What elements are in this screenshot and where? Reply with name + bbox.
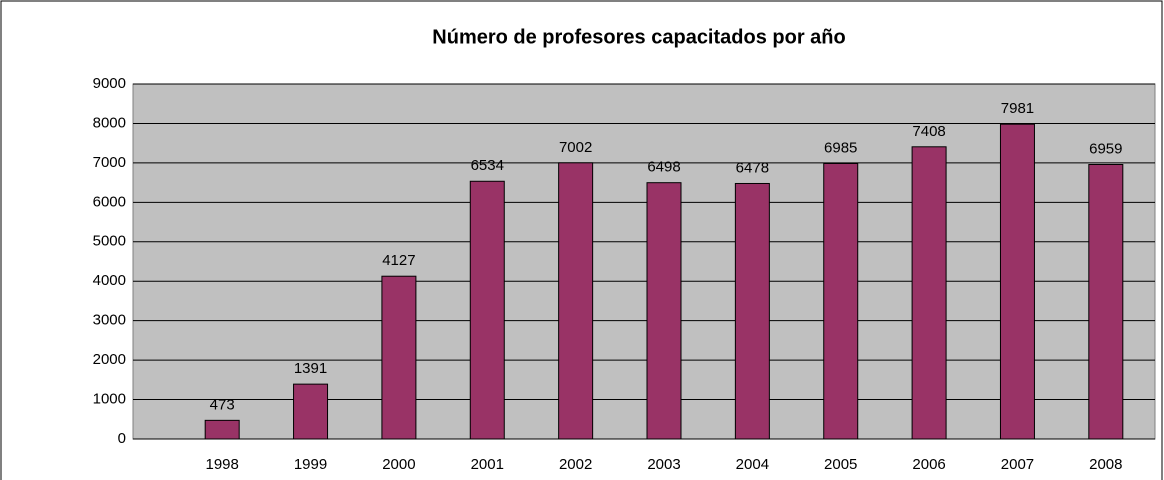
chart-title: Número de profesores capacitados por año bbox=[432, 26, 845, 48]
x-tick-label: 2005 bbox=[824, 456, 857, 473]
bar bbox=[558, 162, 594, 440]
y-tick-label: 4000 bbox=[93, 272, 126, 289]
bar bbox=[469, 180, 505, 440]
y-tick-label: 5000 bbox=[93, 233, 126, 250]
data-label: 6959 bbox=[1089, 140, 1122, 157]
bar bbox=[381, 275, 417, 440]
x-tick-label: 2000 bbox=[382, 456, 415, 473]
data-label: 4127 bbox=[382, 252, 415, 269]
y-tick-label: 2000 bbox=[93, 351, 126, 368]
bar bbox=[204, 419, 240, 440]
bar bbox=[1088, 164, 1124, 440]
x-tick-label: 2004 bbox=[736, 456, 769, 473]
bar bbox=[293, 383, 329, 440]
data-label: 1391 bbox=[294, 360, 327, 377]
y-tick-label: 0 bbox=[118, 430, 126, 447]
data-label: 473 bbox=[210, 396, 235, 413]
data-label: 7002 bbox=[559, 139, 592, 156]
x-tick-label: 1999 bbox=[294, 456, 327, 473]
bar bbox=[646, 182, 682, 440]
y-tick-label: 7000 bbox=[93, 154, 126, 171]
data-label: 7981 bbox=[1001, 100, 1034, 117]
bar bbox=[911, 146, 947, 440]
y-tick-label: 8000 bbox=[93, 114, 126, 131]
y-tick-label: 9000 bbox=[93, 75, 126, 92]
data-label: 7408 bbox=[912, 123, 945, 140]
data-label: 6985 bbox=[824, 139, 857, 156]
y-tick-label: 6000 bbox=[93, 193, 126, 210]
bar bbox=[823, 162, 859, 440]
x-tick-label: 2006 bbox=[912, 456, 945, 473]
data-label: 6478 bbox=[736, 159, 769, 176]
data-label: 6498 bbox=[647, 159, 680, 176]
x-tick-label: 2002 bbox=[559, 456, 592, 473]
y-tick-label: 3000 bbox=[93, 312, 126, 329]
x-tick-label: 2003 bbox=[647, 456, 680, 473]
y-tick-label: 1000 bbox=[93, 391, 126, 408]
x-tick-label: 1998 bbox=[205, 456, 238, 473]
plot-area bbox=[132, 83, 1156, 440]
data-label: 6534 bbox=[471, 157, 504, 174]
x-tick-label: 2007 bbox=[1001, 456, 1034, 473]
bar bbox=[734, 182, 770, 440]
bar bbox=[999, 123, 1035, 440]
x-tick-label: 2001 bbox=[471, 456, 504, 473]
x-tick-label: 2008 bbox=[1089, 456, 1122, 473]
